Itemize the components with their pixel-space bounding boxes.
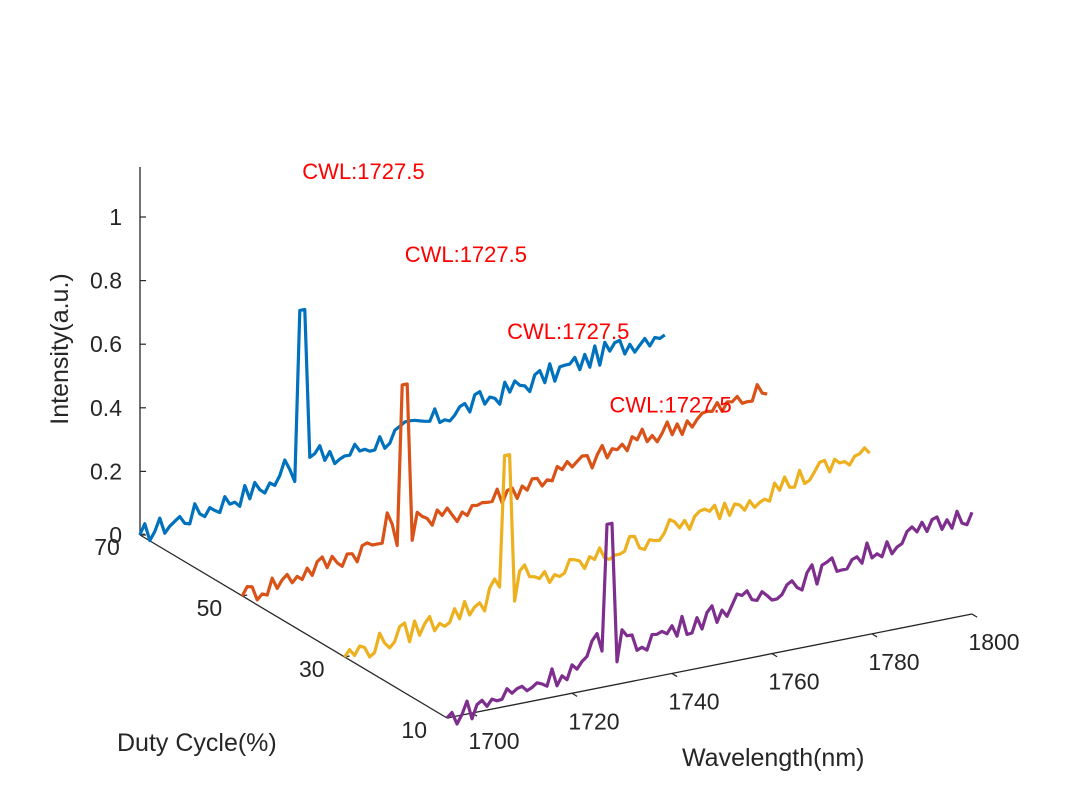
- y-tick-label: 10: [401, 717, 427, 743]
- series-line-duty-50: [240, 382, 768, 602]
- y-tick-label: 70: [94, 534, 120, 560]
- z-tick-label: 0: [109, 522, 122, 548]
- x-tick-mark: [671, 672, 678, 678]
- peak-annotation-duty-30: CWL:1727.5: [507, 319, 629, 344]
- peak-annotation-duty-70: CWL:1727.5: [302, 159, 424, 184]
- axes: [139, 167, 973, 719]
- z-tick-label: 0.4: [90, 395, 122, 421]
- x-tick-label: 1800: [968, 629, 1019, 655]
- z-tick-label: 0.2: [90, 458, 122, 484]
- peak-annotation-duty-10: CWL:1727.5: [610, 393, 732, 418]
- x-tick-label: 1700: [468, 728, 519, 754]
- series-layer: [138, 307, 974, 726]
- x-tick-label: 1760: [768, 669, 819, 695]
- series-line-duty-10: [445, 509, 974, 726]
- peak-annotation-duty-50: CWL:1727.5: [405, 242, 527, 267]
- y-axis-line: [139, 534, 448, 719]
- z-tick-label: 0.8: [90, 268, 122, 294]
- z-axis-title: Intensity(a.u.): [46, 273, 74, 424]
- y-axis-title: Duty Cycle(%): [117, 729, 277, 757]
- x-tick-mark: [771, 653, 778, 658]
- x-axis-title: Wavelength(nm): [682, 744, 864, 772]
- x-tick-label: 1780: [868, 649, 919, 675]
- x-tick-label: 1740: [668, 688, 719, 714]
- x-tick-mark: [871, 633, 878, 638]
- x-tick-mark: [571, 692, 578, 697]
- z-tick-label: 0.6: [90, 331, 122, 357]
- x-tick-label: 1720: [568, 708, 619, 734]
- annotations: CWL:1727.5 CWL:1727.5 CWL:1727.5 CWL:1727.5: [302, 159, 731, 418]
- x-axis-line: [446, 613, 973, 719]
- y-tick-label: 50: [197, 595, 223, 621]
- y-tick-label: 30: [299, 656, 325, 682]
- ticks: 0 0.2 0.4 0.6 0.8 1 1700 1720 1740 1760 1780 1800 10…: [90, 204, 1020, 754]
- z-tick-label: 1: [109, 204, 122, 230]
- x-tick-mark: [971, 613, 978, 618]
